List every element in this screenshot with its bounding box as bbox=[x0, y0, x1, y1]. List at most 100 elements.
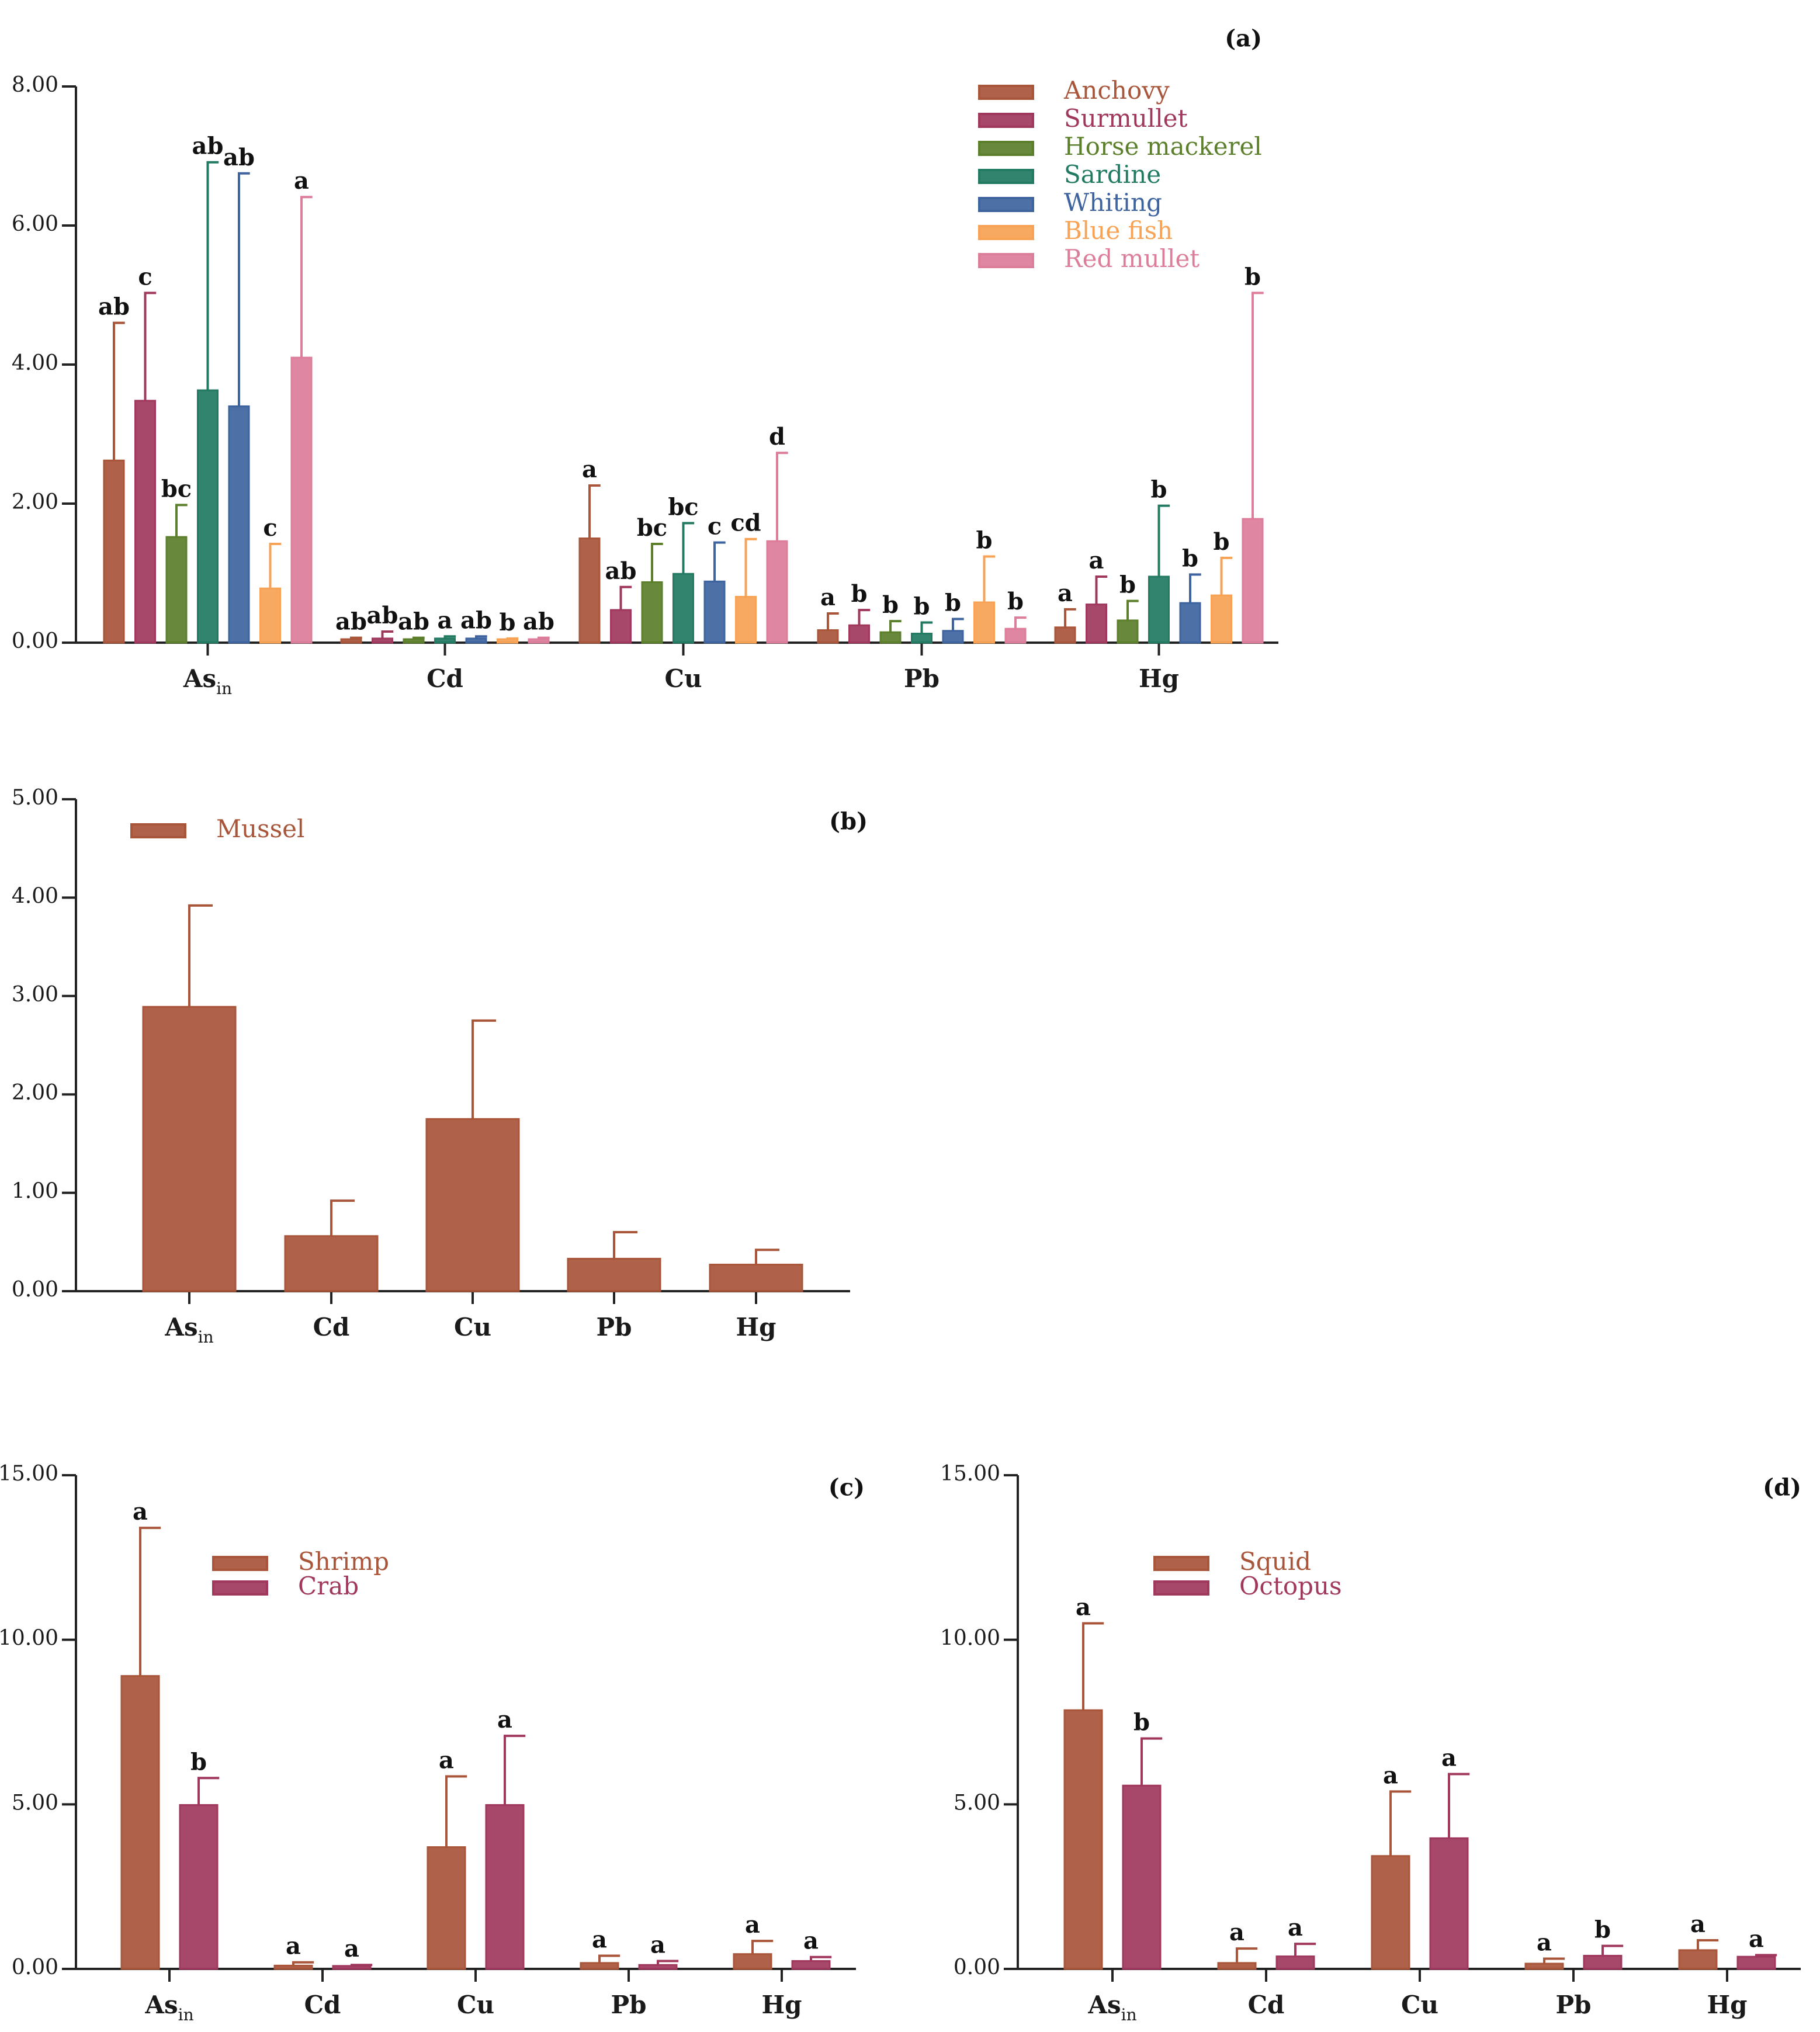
y-tick-label: 1.00 bbox=[12, 1180, 58, 1204]
significance-letter: bc bbox=[668, 493, 698, 521]
bar bbox=[733, 1953, 772, 1970]
bar bbox=[120, 1675, 160, 1970]
x-tick-label: Cu bbox=[1401, 1991, 1438, 2019]
x-tick-label-text: Cd bbox=[1248, 1991, 1285, 2019]
bar bbox=[703, 580, 726, 644]
y-tick-label: 6.00 bbox=[12, 212, 58, 236]
legend-swatch bbox=[978, 253, 1034, 268]
significance-letter: a bbox=[1076, 1594, 1091, 1621]
bar bbox=[228, 405, 250, 644]
bar bbox=[434, 637, 456, 644]
legend-label: Octopus bbox=[1239, 1572, 1342, 1600]
x-tick-label-text: As bbox=[164, 1313, 197, 1341]
bar bbox=[425, 1118, 520, 1292]
x-tick-label: Hg bbox=[1707, 1991, 1747, 2019]
bar bbox=[1678, 1949, 1718, 1970]
significance-letter: a bbox=[1537, 1929, 1552, 1957]
bar bbox=[290, 356, 313, 644]
y-tick-label: 10.00 bbox=[0, 1627, 58, 1650]
x-tick-label-text: Cu bbox=[1401, 1991, 1438, 2019]
bar bbox=[1086, 604, 1107, 644]
significance-letter: b bbox=[1214, 528, 1230, 556]
legend-swatch bbox=[978, 169, 1034, 184]
y-tick-label: 0.00 bbox=[954, 1955, 1000, 1979]
x-tick-label-text: Cu bbox=[457, 1991, 494, 2019]
panel-b: (b) 0.00 1.00 2.00 3.00 4.00 5.00 Asin Cd Cu Pb Hg M… bbox=[12, 786, 868, 1347]
bar bbox=[1063, 1709, 1103, 1970]
legend-swatch bbox=[1153, 1556, 1209, 1571]
bar bbox=[578, 538, 601, 644]
x-tick-label-subscript: in bbox=[1121, 2005, 1137, 2024]
x-tick-label: Cd bbox=[427, 664, 463, 693]
y-tick-label: 3.00 bbox=[12, 983, 58, 1007]
legend-label: Mussel bbox=[216, 814, 304, 843]
bar bbox=[1211, 594, 1232, 644]
bar bbox=[766, 540, 788, 644]
legend-label: Crab bbox=[298, 1572, 359, 1600]
significance-letter: ab bbox=[192, 133, 224, 160]
bar bbox=[1583, 1954, 1623, 1970]
legend-swatch bbox=[978, 141, 1034, 156]
significance-letter: bc bbox=[637, 514, 667, 542]
x-tick-label: Hg bbox=[761, 1991, 802, 2019]
bar bbox=[1117, 619, 1139, 644]
bar bbox=[134, 400, 156, 644]
bar bbox=[179, 1804, 219, 1970]
x-tick-label: Hg bbox=[736, 1313, 776, 1341]
y-tick-label: 5.00 bbox=[12, 1791, 58, 1815]
significance-letter: b bbox=[1244, 263, 1261, 290]
legend-label: Shrimp bbox=[298, 1547, 389, 1576]
bar bbox=[103, 459, 125, 644]
x-tick-label: Cd bbox=[1248, 1991, 1285, 2019]
x-tick-label-text: Hg bbox=[736, 1313, 776, 1341]
y-tick-label: 5.00 bbox=[12, 786, 58, 810]
significance-letter: b bbox=[976, 526, 993, 554]
panel-d: (d) 0.00 5.00 10.00 15.00 Asin a b Cd a a Cu a a Pb a b H… bbox=[940, 1462, 1801, 2024]
x-tick-label-subscript: in bbox=[178, 2005, 194, 2024]
x-tick-label-text: As bbox=[1087, 1991, 1121, 2019]
legend-label: Whiting bbox=[1064, 188, 1162, 217]
y-tick-label: 8.00 bbox=[12, 73, 58, 97]
legend-label: Blue fish bbox=[1064, 216, 1173, 245]
x-tick-label: Cu bbox=[457, 1991, 494, 2019]
legend-label: Surmullet bbox=[1064, 104, 1187, 133]
significance-letter: a bbox=[650, 1931, 665, 1958]
legend-swatch bbox=[978, 85, 1034, 100]
y-tick-label: 0.00 bbox=[12, 629, 58, 653]
x-tick-label-text: Cd bbox=[427, 664, 463, 693]
y-tick-label: 2.00 bbox=[12, 490, 58, 514]
significance-letter: a bbox=[745, 1911, 760, 1939]
legend-swatch bbox=[212, 1556, 268, 1571]
legend-label: Squid bbox=[1239, 1547, 1311, 1576]
y-tick-label: 10.00 bbox=[940, 1627, 1000, 1650]
significance-letter: ab bbox=[367, 602, 398, 629]
legend-label: Sardine bbox=[1064, 160, 1161, 189]
bar bbox=[1524, 1962, 1564, 1970]
significance-letter: a bbox=[592, 1926, 607, 1953]
legend-swatch bbox=[978, 113, 1034, 128]
legend-swatch bbox=[978, 225, 1034, 240]
significance-letter: a bbox=[439, 1746, 454, 1774]
bar bbox=[197, 389, 219, 644]
bar bbox=[1275, 1955, 1315, 1970]
x-tick-label: Asin bbox=[183, 664, 232, 698]
significance-letter: ab bbox=[335, 608, 367, 636]
x-tick-label: Pb bbox=[611, 1991, 647, 2019]
x-tick-label-text: Hg bbox=[1139, 664, 1179, 693]
significance-letter: b bbox=[1133, 1709, 1150, 1736]
significance-letter: a bbox=[820, 584, 836, 611]
significance-letter: b bbox=[500, 609, 516, 636]
x-tick-label-text: Cd bbox=[304, 1991, 341, 2019]
x-tick-label: Cu bbox=[665, 664, 702, 693]
bar bbox=[332, 1965, 372, 1970]
legend-swatch bbox=[978, 197, 1034, 212]
bar bbox=[641, 581, 663, 644]
x-tick-label: Cd bbox=[313, 1313, 350, 1341]
significance-letter: a bbox=[1229, 1919, 1244, 1946]
bar bbox=[879, 631, 902, 644]
significance-letter: b bbox=[1151, 476, 1167, 504]
bar bbox=[638, 1964, 678, 1970]
bar bbox=[1217, 1962, 1257, 1970]
bar bbox=[465, 637, 487, 644]
x-tick-label: Pb bbox=[1556, 1991, 1592, 2019]
